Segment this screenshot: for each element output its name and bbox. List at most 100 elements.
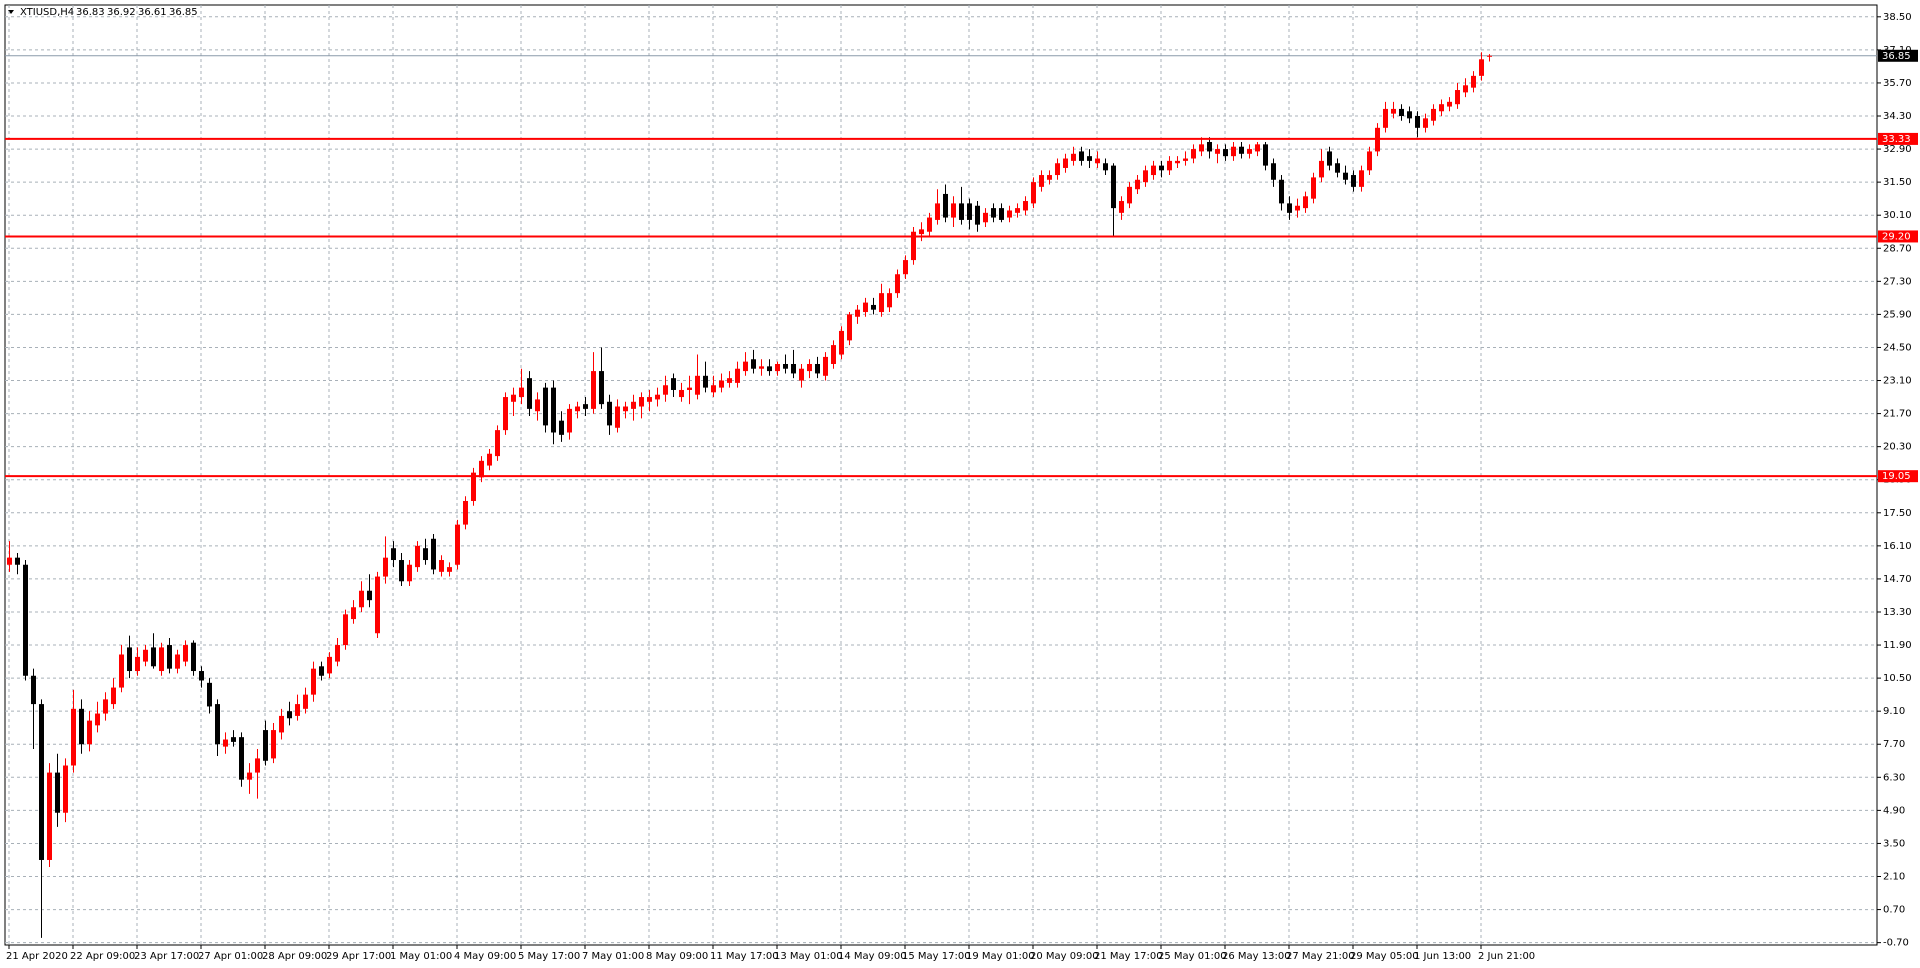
candle-body <box>103 699 108 714</box>
x-tick-label: 28 Apr 09:00 <box>262 951 327 962</box>
candle-body <box>815 363 820 374</box>
candle-body <box>191 642 196 672</box>
last-price-box <box>1878 49 1918 62</box>
candle-body <box>1031 182 1036 204</box>
y-tick-label: 32.90 <box>1883 144 1912 155</box>
candle-body <box>143 649 148 662</box>
candle-body <box>807 363 812 372</box>
candle-body <box>1223 149 1228 157</box>
candle-body <box>1119 201 1124 213</box>
candle-body <box>1103 163 1108 171</box>
candle-body <box>247 772 252 780</box>
candle-body <box>863 302 868 313</box>
candle-body <box>463 500 468 525</box>
candle-body <box>1367 151 1372 171</box>
candle-body <box>735 368 740 383</box>
x-tick-label: 27 May 21:00 <box>1286 951 1355 962</box>
x-tick-label: 23 Apr 17:00 <box>134 951 199 962</box>
y-tick-label: 34.30 <box>1883 111 1912 122</box>
x-tick-label: 20 May 09:00 <box>1030 951 1099 962</box>
candle-body <box>671 378 676 390</box>
x-tick-label: 14 May 09:00 <box>838 951 907 962</box>
candle-body <box>239 737 244 780</box>
candle-body <box>279 715 284 733</box>
candle-body <box>111 687 116 705</box>
candle-body <box>903 260 908 275</box>
candle-body <box>1183 158 1188 161</box>
candle-body <box>591 371 596 409</box>
candle-body <box>1207 141 1212 152</box>
level-label: 19.05 <box>1882 471 1911 482</box>
candle-body <box>47 772 52 860</box>
candle-body <box>703 375 708 388</box>
candle-body <box>399 560 404 582</box>
candle-body <box>1199 144 1204 152</box>
candle-body <box>743 361 748 372</box>
candle-body <box>1191 149 1196 159</box>
candle-body <box>287 711 292 719</box>
candle-body <box>1127 186 1132 204</box>
candle-body <box>207 682 212 707</box>
candle-body <box>583 404 588 409</box>
x-tick-label: 25 May 01:00 <box>1158 951 1227 962</box>
y-tick-label: 30.10 <box>1883 210 1912 221</box>
candle-body <box>783 363 788 369</box>
candle-body <box>95 713 100 726</box>
candle-body <box>943 193 948 218</box>
candle-body <box>911 231 916 261</box>
candle-body <box>1007 210 1012 218</box>
candle-body <box>439 560 444 572</box>
candle-body <box>199 671 204 681</box>
y-tick-label: 20.30 <box>1883 442 1912 453</box>
y-tick-label: 3.50 <box>1883 838 1905 849</box>
candle-body <box>1055 163 1060 176</box>
candle-body <box>983 212 988 223</box>
candle-body <box>79 708 84 745</box>
header-ohlc: 36.92 <box>107 7 136 18</box>
candle-body <box>159 647 164 672</box>
candle-body <box>375 576 380 634</box>
candle-body <box>1423 118 1428 128</box>
candle-body <box>327 656 332 674</box>
candle-body <box>1295 205 1300 211</box>
candle-body <box>1391 108 1396 114</box>
candle-body <box>551 387 556 433</box>
candle-body <box>831 345 836 364</box>
candle-body <box>695 375 700 395</box>
candle-body <box>1151 165 1156 176</box>
candle-body <box>1399 108 1404 117</box>
candle-body <box>23 564 28 676</box>
candle-body <box>1175 160 1180 164</box>
candle-body <box>727 378 732 383</box>
y-tick-label: -0.70 <box>1883 938 1909 949</box>
candle-body <box>663 385 668 395</box>
candle-body <box>1247 149 1252 154</box>
candle-body <box>1319 160 1324 178</box>
y-tick-label: 9.10 <box>1883 706 1905 717</box>
candle-body <box>967 203 972 220</box>
y-tick-label: 7.70 <box>1883 739 1905 750</box>
candle-body <box>335 645 340 662</box>
candle-body <box>1167 160 1172 171</box>
x-tick-label: 22 Apr 09:00 <box>70 951 135 962</box>
candle-body <box>535 399 540 412</box>
y-tick-label: 6.30 <box>1883 772 1905 783</box>
candle-body <box>311 668 316 695</box>
y-tick-label: 35.70 <box>1883 78 1912 89</box>
candle-body <box>951 203 956 218</box>
candle-body <box>631 401 636 409</box>
candle-body <box>1271 163 1276 180</box>
candle-body <box>527 378 532 409</box>
candle-body <box>607 401 612 426</box>
x-tick-label: 27 Apr 01:00 <box>198 951 263 962</box>
candle-body <box>927 217 932 232</box>
candle-body <box>351 607 356 620</box>
candle-body <box>999 208 1004 220</box>
symbol-label: XTIUSD,H4 <box>20 7 74 18</box>
candle-body <box>87 720 92 745</box>
x-tick-label: 13 May 01:00 <box>774 951 843 962</box>
y-tick-label: 4.90 <box>1883 805 1905 816</box>
candle-body <box>559 420 564 435</box>
candle-body <box>471 472 476 501</box>
